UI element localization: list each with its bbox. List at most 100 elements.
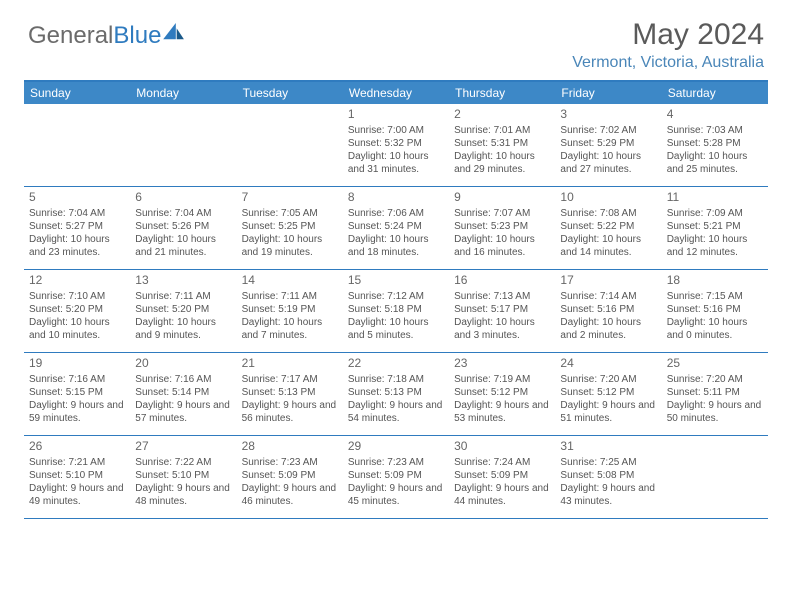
day-info: Sunrise: 7:24 AMSunset: 5:09 PMDaylight:…: [454, 456, 550, 508]
day-info: Sunrise: 7:14 AMSunset: 5:16 PMDaylight:…: [560, 290, 656, 342]
week-row: 26Sunrise: 7:21 AMSunset: 5:10 PMDayligh…: [24, 436, 768, 519]
day-info: Sunrise: 7:23 AMSunset: 5:09 PMDaylight:…: [242, 456, 338, 508]
day-number: 7: [242, 190, 338, 206]
day-number: 10: [560, 190, 656, 206]
day-info: Sunrise: 7:04 AMSunset: 5:27 PMDaylight:…: [29, 207, 125, 259]
day-info: Sunrise: 7:23 AMSunset: 5:09 PMDaylight:…: [348, 456, 444, 508]
day-info: Sunrise: 7:05 AMSunset: 5:25 PMDaylight:…: [242, 207, 338, 259]
day-number: 26: [29, 439, 125, 455]
calendar: SundayMondayTuesdayWednesdayThursdayFrid…: [24, 80, 768, 519]
header: GeneralBlue May 2024 Vermont, Victoria, …: [24, 18, 768, 80]
day-number: 8: [348, 190, 444, 206]
week-row: 5Sunrise: 7:04 AMSunset: 5:27 PMDaylight…: [24, 187, 768, 270]
day-cell: 12Sunrise: 7:10 AMSunset: 5:20 PMDayligh…: [24, 270, 130, 352]
weekday-header: Monday: [130, 82, 236, 104]
day-cell: 19Sunrise: 7:16 AMSunset: 5:15 PMDayligh…: [24, 353, 130, 435]
day-info: Sunrise: 7:20 AMSunset: 5:11 PMDaylight:…: [667, 373, 763, 425]
day-info: Sunrise: 7:21 AMSunset: 5:10 PMDaylight:…: [29, 456, 125, 508]
weekday-header: Friday: [555, 82, 661, 104]
day-number: 9: [454, 190, 550, 206]
day-info: Sunrise: 7:01 AMSunset: 5:31 PMDaylight:…: [454, 124, 550, 176]
day-info: Sunrise: 7:16 AMSunset: 5:15 PMDaylight:…: [29, 373, 125, 425]
day-info: Sunrise: 7:11 AMSunset: 5:19 PMDaylight:…: [242, 290, 338, 342]
day-cell: 29Sunrise: 7:23 AMSunset: 5:09 PMDayligh…: [343, 436, 449, 518]
day-cell: 1Sunrise: 7:00 AMSunset: 5:32 PMDaylight…: [343, 104, 449, 186]
location-label: Vermont, Victoria, Australia: [572, 54, 764, 72]
day-cell: 22Sunrise: 7:18 AMSunset: 5:13 PMDayligh…: [343, 353, 449, 435]
day-number: 13: [135, 273, 231, 289]
day-cell: 18Sunrise: 7:15 AMSunset: 5:16 PMDayligh…: [662, 270, 768, 352]
day-number: 22: [348, 356, 444, 372]
day-cell: [24, 104, 130, 186]
day-cell: [237, 104, 343, 186]
day-cell: 8Sunrise: 7:06 AMSunset: 5:24 PMDaylight…: [343, 187, 449, 269]
day-info: Sunrise: 7:02 AMSunset: 5:29 PMDaylight:…: [560, 124, 656, 176]
day-cell: 31Sunrise: 7:25 AMSunset: 5:08 PMDayligh…: [555, 436, 661, 518]
day-cell: 28Sunrise: 7:23 AMSunset: 5:09 PMDayligh…: [237, 436, 343, 518]
day-cell: 5Sunrise: 7:04 AMSunset: 5:27 PMDaylight…: [24, 187, 130, 269]
day-number: 28: [242, 439, 338, 455]
day-info: Sunrise: 7:06 AMSunset: 5:24 PMDaylight:…: [348, 207, 444, 259]
logo-text: GeneralBlue: [28, 22, 161, 50]
day-cell: 30Sunrise: 7:24 AMSunset: 5:09 PMDayligh…: [449, 436, 555, 518]
weekday-header: Saturday: [662, 82, 768, 104]
day-cell: 21Sunrise: 7:17 AMSunset: 5:13 PMDayligh…: [237, 353, 343, 435]
day-info: Sunrise: 7:16 AMSunset: 5:14 PMDaylight:…: [135, 373, 231, 425]
day-cell: 17Sunrise: 7:14 AMSunset: 5:16 PMDayligh…: [555, 270, 661, 352]
day-cell: [662, 436, 768, 518]
day-info: Sunrise: 7:03 AMSunset: 5:28 PMDaylight:…: [667, 124, 763, 176]
day-cell: 25Sunrise: 7:20 AMSunset: 5:11 PMDayligh…: [662, 353, 768, 435]
logo-word-2: Blue: [113, 22, 161, 49]
day-cell: 20Sunrise: 7:16 AMSunset: 5:14 PMDayligh…: [130, 353, 236, 435]
day-cell: 6Sunrise: 7:04 AMSunset: 5:26 PMDaylight…: [130, 187, 236, 269]
day-number: 2: [454, 107, 550, 123]
day-cell: 15Sunrise: 7:12 AMSunset: 5:18 PMDayligh…: [343, 270, 449, 352]
day-info: Sunrise: 7:18 AMSunset: 5:13 PMDaylight:…: [348, 373, 444, 425]
day-number: 14: [242, 273, 338, 289]
day-number: 21: [242, 356, 338, 372]
day-number: 31: [560, 439, 656, 455]
day-info: Sunrise: 7:09 AMSunset: 5:21 PMDaylight:…: [667, 207, 763, 259]
logo-word-1: General: [28, 22, 113, 49]
day-number: 3: [560, 107, 656, 123]
day-cell: 7Sunrise: 7:05 AMSunset: 5:25 PMDaylight…: [237, 187, 343, 269]
day-number: 18: [667, 273, 763, 289]
weekday-header: Wednesday: [343, 82, 449, 104]
day-cell: 26Sunrise: 7:21 AMSunset: 5:10 PMDayligh…: [24, 436, 130, 518]
weekday-header-row: SundayMondayTuesdayWednesdayThursdayFrid…: [24, 82, 768, 104]
day-number: 30: [454, 439, 550, 455]
weekday-header: Thursday: [449, 82, 555, 104]
day-cell: 23Sunrise: 7:19 AMSunset: 5:12 PMDayligh…: [449, 353, 555, 435]
day-info: Sunrise: 7:20 AMSunset: 5:12 PMDaylight:…: [560, 373, 656, 425]
day-info: Sunrise: 7:17 AMSunset: 5:13 PMDaylight:…: [242, 373, 338, 425]
day-number: 17: [560, 273, 656, 289]
week-row: 19Sunrise: 7:16 AMSunset: 5:15 PMDayligh…: [24, 353, 768, 436]
week-row: 1Sunrise: 7:00 AMSunset: 5:32 PMDaylight…: [24, 104, 768, 187]
day-number: 29: [348, 439, 444, 455]
day-cell: 27Sunrise: 7:22 AMSunset: 5:10 PMDayligh…: [130, 436, 236, 518]
day-cell: 10Sunrise: 7:08 AMSunset: 5:22 PMDayligh…: [555, 187, 661, 269]
day-info: Sunrise: 7:22 AMSunset: 5:10 PMDaylight:…: [135, 456, 231, 508]
day-number: 4: [667, 107, 763, 123]
sail-icon: [163, 23, 185, 41]
weeks-container: 1Sunrise: 7:00 AMSunset: 5:32 PMDaylight…: [24, 104, 768, 519]
day-cell: 9Sunrise: 7:07 AMSunset: 5:23 PMDaylight…: [449, 187, 555, 269]
day-info: Sunrise: 7:12 AMSunset: 5:18 PMDaylight:…: [348, 290, 444, 342]
day-number: 20: [135, 356, 231, 372]
day-number: 12: [29, 273, 125, 289]
day-cell: 16Sunrise: 7:13 AMSunset: 5:17 PMDayligh…: [449, 270, 555, 352]
day-number: 1: [348, 107, 444, 123]
day-info: Sunrise: 7:08 AMSunset: 5:22 PMDaylight:…: [560, 207, 656, 259]
day-info: Sunrise: 7:04 AMSunset: 5:26 PMDaylight:…: [135, 207, 231, 259]
day-cell: 24Sunrise: 7:20 AMSunset: 5:12 PMDayligh…: [555, 353, 661, 435]
day-info: Sunrise: 7:15 AMSunset: 5:16 PMDaylight:…: [667, 290, 763, 342]
day-number: 23: [454, 356, 550, 372]
day-number: 5: [29, 190, 125, 206]
day-number: 16: [454, 273, 550, 289]
weekday-header: Tuesday: [237, 82, 343, 104]
day-info: Sunrise: 7:07 AMSunset: 5:23 PMDaylight:…: [454, 207, 550, 259]
day-cell: [130, 104, 236, 186]
day-info: Sunrise: 7:11 AMSunset: 5:20 PMDaylight:…: [135, 290, 231, 342]
day-number: 6: [135, 190, 231, 206]
day-cell: 14Sunrise: 7:11 AMSunset: 5:19 PMDayligh…: [237, 270, 343, 352]
